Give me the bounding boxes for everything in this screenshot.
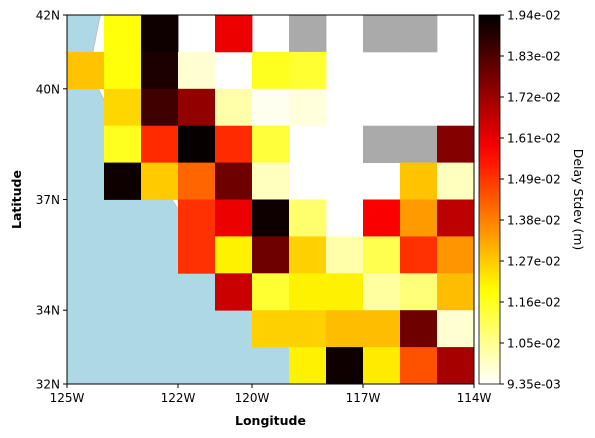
heatmap-cell xyxy=(252,273,290,311)
heatmap-cell xyxy=(400,199,438,237)
heatmap-cells xyxy=(67,15,475,385)
heatmap-cell xyxy=(289,15,327,53)
heatmap-cell xyxy=(289,88,327,127)
heatmap-cell xyxy=(363,236,401,274)
heatmap-cell xyxy=(252,162,290,200)
y-tick-label: 32N xyxy=(36,378,60,392)
heatmap-cell xyxy=(363,199,401,237)
heatmap-cell xyxy=(178,88,216,127)
colorbar-tick-label: 1.94e-02 xyxy=(507,9,561,23)
heatmap-cell xyxy=(400,347,438,385)
heatmap-cell xyxy=(289,273,327,311)
y-axis-label: Latitude xyxy=(9,170,24,229)
heatmap-cell xyxy=(178,51,216,90)
heatmap-cell xyxy=(104,88,142,127)
heatmap-cell xyxy=(215,199,253,237)
y-tick-label: 34N xyxy=(36,304,60,318)
heatmap-cell xyxy=(215,273,253,311)
heatmap-cell xyxy=(141,88,179,127)
y-tick-label: 42N xyxy=(36,9,60,23)
heatmap-cell xyxy=(363,125,401,163)
heatmap-cell xyxy=(289,199,327,237)
colorbar-tick-label: 1.72e-02 xyxy=(507,91,561,105)
heatmap-cell xyxy=(215,125,253,163)
heatmap-cell xyxy=(178,236,216,274)
colorbar-ticks: 9.35e-03 1.05e-02 1.16e-02 1.27e-02 1.38e-02… xyxy=(500,9,561,392)
heatmap-cell xyxy=(178,125,216,163)
heatmap-cell xyxy=(400,310,438,348)
heatmap-cell xyxy=(141,15,179,53)
heatmap-cell xyxy=(363,15,401,53)
heatmap-cell xyxy=(437,273,475,311)
heatmap-cell xyxy=(252,199,290,237)
heatmap-cell xyxy=(215,15,253,53)
heatmap-cell xyxy=(437,310,475,348)
colorbar xyxy=(478,14,501,385)
heatmap-cell xyxy=(252,125,290,163)
colorbar-tick-label: 1.16e-02 xyxy=(507,296,561,310)
heatmap-cell xyxy=(215,88,253,127)
heatmap-cell xyxy=(400,162,438,200)
x-tick-label: 117W xyxy=(346,391,381,405)
heatmap-cell xyxy=(437,236,475,274)
heatmap-cell xyxy=(141,162,179,200)
heatmap-cell xyxy=(400,15,438,53)
colorbar-tick-label: 1.05e-02 xyxy=(507,337,561,351)
x-tick-label: 114W xyxy=(457,391,492,405)
colorbar-tick-label: 1.49e-02 xyxy=(507,173,561,187)
y-tick-label: 37N xyxy=(36,193,60,207)
heatmap-cell xyxy=(437,125,475,163)
x-axis-ticks: 125W 122W 120W 117W 114W xyxy=(50,384,492,405)
heatmap-cell xyxy=(178,162,216,200)
heatmap-cell xyxy=(437,162,475,200)
heatmap-cell xyxy=(363,310,401,348)
colorbar-tick-label: 9.35e-03 xyxy=(507,378,561,392)
heatmap-cell xyxy=(252,236,290,274)
heatmap-cell xyxy=(326,347,364,385)
heatmap-cell xyxy=(104,15,142,53)
heatmap-cell xyxy=(178,199,216,237)
heatmap-cell xyxy=(363,347,401,385)
heatmap-cell xyxy=(326,273,364,311)
heatmap-cell xyxy=(289,236,327,274)
heatmap-cell xyxy=(104,125,142,163)
y-tick-label: 40N xyxy=(36,82,60,96)
heatmap-cell xyxy=(141,125,179,163)
colorbar-tick-label: 1.38e-02 xyxy=(507,214,561,228)
heatmap-cell xyxy=(141,51,179,90)
heatmap-cell xyxy=(437,347,475,385)
colorbar-label: Delay Stdev (m) xyxy=(571,149,586,251)
colorbar-tick-label: 1.83e-02 xyxy=(507,50,561,64)
colorbar-tick-label: 1.27e-02 xyxy=(507,255,561,269)
heatmap-cell xyxy=(252,310,290,348)
heatmap-cell xyxy=(67,51,105,90)
x-axis-label: Longitude xyxy=(235,413,306,428)
heatmap-cell xyxy=(326,310,364,348)
x-tick-label: 120W xyxy=(235,391,270,405)
heatmap-cell xyxy=(400,273,438,311)
heatmap-cell xyxy=(252,51,290,90)
heatmap-cell xyxy=(400,125,438,163)
x-tick-label: 125W xyxy=(50,391,85,405)
heatmap-cell xyxy=(104,51,142,90)
heatmap-cell xyxy=(215,236,253,274)
colorbar-tick-label: 1.61e-02 xyxy=(507,132,561,146)
x-tick-label: 122W xyxy=(161,391,196,405)
heatmap-cell xyxy=(363,273,401,311)
heatmap-cell xyxy=(289,310,327,348)
heatmap-cell xyxy=(400,236,438,274)
y-axis-ticks: 32N 34N 37N 40N 42N xyxy=(36,9,67,392)
heatmap-cell xyxy=(104,162,142,200)
heatmap-cell xyxy=(289,51,327,90)
heatmap-cell xyxy=(326,236,364,274)
heatmap-cell xyxy=(289,347,327,385)
heatmap-cell xyxy=(252,88,290,127)
heatmap-cell xyxy=(437,199,475,237)
heatmap-cell xyxy=(215,162,253,200)
